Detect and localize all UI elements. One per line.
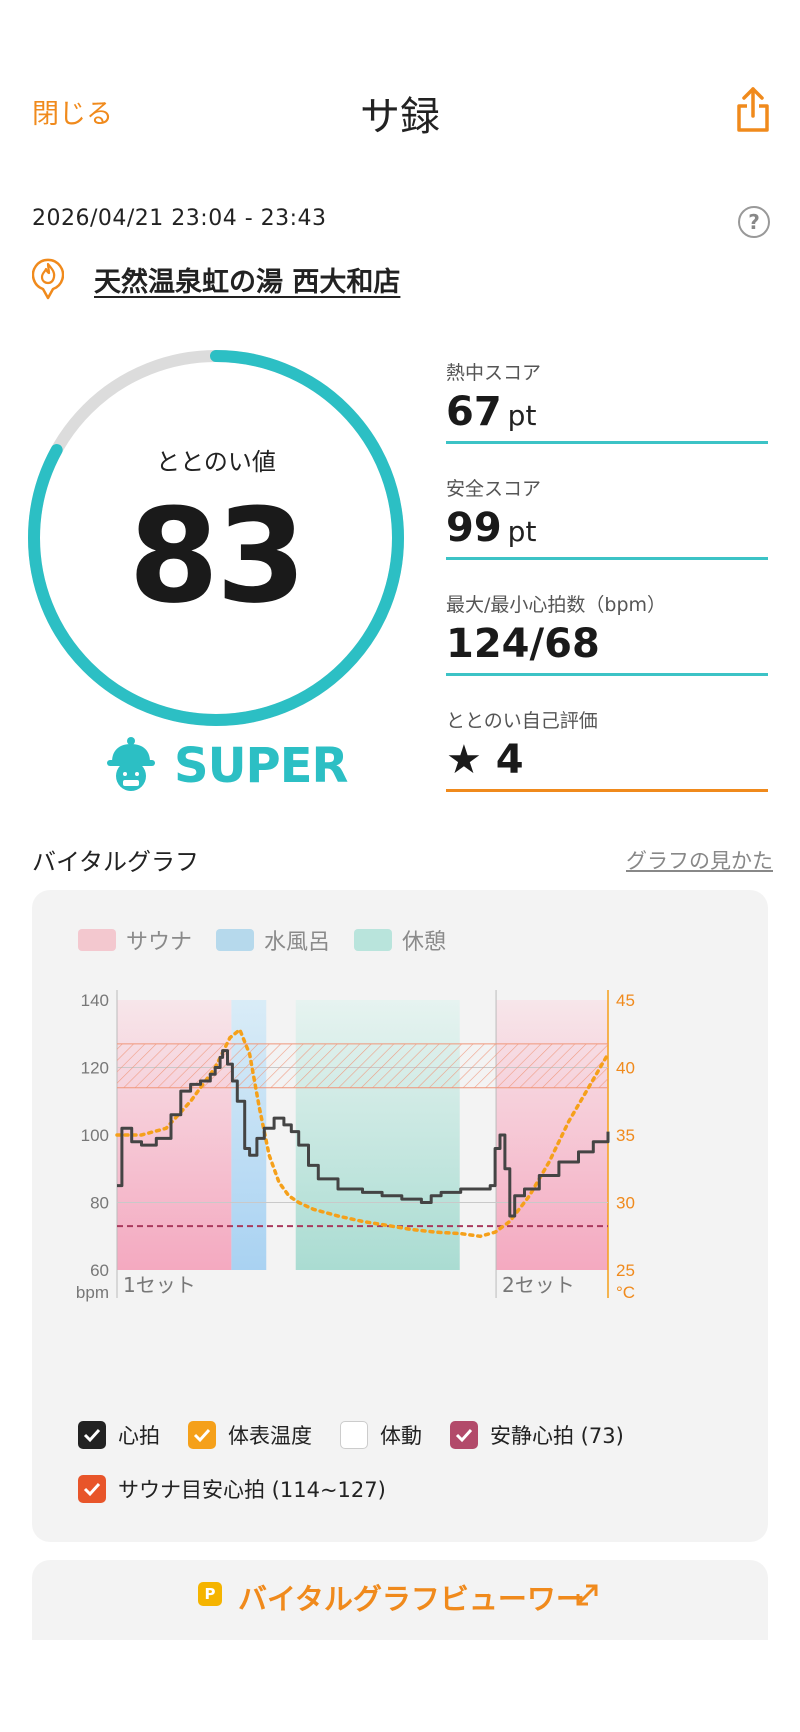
safety-score-stat: 安全スコア 99 pt bbox=[446, 474, 768, 560]
legend-rest: 休憩 bbox=[354, 924, 446, 956]
series-toggles-row1: 心拍 体表温度 体動 安静心拍 (73) bbox=[78, 1420, 624, 1450]
score-label: ととのい値 bbox=[156, 448, 276, 476]
close-button[interactable]: 閉じる bbox=[32, 99, 113, 130]
legend-swatch bbox=[354, 929, 393, 951]
divider bbox=[446, 789, 768, 792]
right-axis-tick: 30 bbox=[616, 1194, 635, 1213]
phase-legend: サウナ 水風呂 休憩 bbox=[78, 924, 446, 956]
totonoi-score-ring bbox=[28, 350, 404, 726]
toggle-body-motion[interactable]: 体動 bbox=[340, 1420, 422, 1450]
expand-icon[interactable] bbox=[574, 1582, 600, 1608]
toggle-label: 体表温度 bbox=[228, 1424, 312, 1448]
session-datetime: 2026/04/21 23:04 - 23:43 bbox=[32, 206, 327, 231]
heat-score-number: 67 bbox=[446, 389, 502, 435]
left-axis-unit: bpm bbox=[76, 1283, 109, 1302]
divider bbox=[446, 673, 768, 676]
totonoi-score-ring-progress bbox=[28, 350, 404, 726]
set-label: 1セット bbox=[123, 1273, 196, 1297]
right-axis-tick: 35 bbox=[616, 1126, 635, 1145]
heart-rate-stat: 最大/最小心拍数（bpm） 124/68 bbox=[446, 590, 768, 676]
left-axis-tick: 140 bbox=[81, 991, 109, 1010]
vital-graph-title: バイタルグラフ bbox=[32, 848, 200, 876]
safety-score-unit: pt bbox=[507, 515, 537, 548]
vital-chart: 140 120 100 80 60 bpm 45 40 35 30 25 °C 1セット 2セット bbox=[76, 990, 635, 1302]
legend-label: 水風呂 bbox=[264, 930, 331, 955]
toggle-label: 体動 bbox=[380, 1424, 422, 1448]
heart-rate-value: 124/68 bbox=[446, 621, 600, 667]
premium-badge-icon: P bbox=[198, 1582, 222, 1606]
score-value: 83 bbox=[128, 480, 307, 632]
facility-name-link[interactable]: 天然温泉虹の湯 西大和店 bbox=[94, 267, 401, 298]
left-axis-tick: 120 bbox=[81, 1059, 109, 1078]
page-title: サ録 bbox=[360, 94, 440, 140]
toggle-skin-temperature[interactable]: 体表温度 bbox=[188, 1420, 312, 1450]
toggle-sauna-target-hr[interactable]: サウナ目安心拍 (114~127) bbox=[78, 1474, 386, 1504]
checkbox-checked[interactable] bbox=[188, 1421, 216, 1449]
heat-score-label: 熱中スコア bbox=[446, 362, 542, 384]
toggle-label: 安静心拍 (73) bbox=[490, 1424, 624, 1448]
left-axis-tick: 60 bbox=[90, 1261, 109, 1280]
phase-band-water bbox=[231, 1000, 267, 1270]
left-axis-tick: 80 bbox=[90, 1194, 109, 1213]
heat-score-value: 67 pt bbox=[446, 389, 768, 435]
legend-sauna: サウナ bbox=[78, 924, 192, 956]
legend-label: サウナ bbox=[126, 930, 193, 955]
heart-rate-line bbox=[117, 1049, 610, 1218]
checkbox-checked[interactable] bbox=[78, 1421, 106, 1449]
safety-score-value: 99 pt bbox=[446, 505, 768, 551]
legend-label: 休憩 bbox=[402, 930, 447, 955]
toggle-heart-rate[interactable]: 心拍 bbox=[78, 1420, 160, 1450]
score-rank: SUPER bbox=[174, 738, 348, 794]
right-axis-unit: °C bbox=[616, 1283, 635, 1302]
safety-score-label: 安全スコア bbox=[446, 478, 542, 500]
graph-guide-link[interactable]: グラフの見かた bbox=[626, 849, 773, 873]
right-axis-tick: 25 bbox=[616, 1261, 635, 1280]
sauna-hat-icon bbox=[107, 737, 155, 791]
legend-swatch bbox=[78, 929, 116, 951]
legend-water-bath: 水風呂 bbox=[216, 924, 330, 956]
right-axis-tick: 45 bbox=[616, 991, 635, 1010]
help-icon[interactable]: ? bbox=[738, 206, 770, 238]
phase-band-sauna bbox=[496, 1000, 608, 1270]
toggle-label: 心拍 bbox=[118, 1424, 160, 1448]
toggle-label: サウナ目安心拍 (114~127) bbox=[118, 1478, 386, 1502]
vital-graph-viewer-label[interactable]: バイタルグラフビューワー bbox=[238, 1582, 585, 1616]
self-rating-stat: ととのい自己評価 ★ 4 bbox=[446, 706, 768, 792]
share-icon[interactable] bbox=[736, 86, 770, 132]
set-label: 2セット bbox=[502, 1273, 575, 1297]
right-axis-tick: 40 bbox=[616, 1059, 635, 1078]
safety-score-number: 99 bbox=[446, 505, 502, 551]
series-toggles-row2: サウナ目安心拍 (114~127) bbox=[78, 1474, 386, 1504]
toggle-resting-hr[interactable]: 安静心拍 (73) bbox=[450, 1420, 624, 1450]
checkbox-checked[interactable] bbox=[78, 1475, 106, 1503]
checkbox-checked[interactable] bbox=[450, 1421, 478, 1449]
heart-rate-label: 最大/最小心拍数（bpm） bbox=[446, 594, 667, 616]
left-axis-tick: 100 bbox=[81, 1126, 109, 1145]
checkbox-unchecked[interactable] bbox=[340, 1421, 368, 1449]
facility-fire-icon bbox=[32, 258, 64, 300]
phase-band-rest bbox=[295, 1000, 460, 1270]
vital-graph-viewer-card[interactable] bbox=[32, 1560, 768, 1640]
heat-score-unit: pt bbox=[507, 399, 537, 432]
self-rating-value: ★ 4 bbox=[446, 737, 524, 783]
self-rating-label: ととのい自己評価 bbox=[446, 710, 598, 732]
divider bbox=[446, 557, 768, 560]
legend-swatch bbox=[216, 929, 255, 951]
sauna-target-hr-band bbox=[117, 1043, 608, 1088]
divider bbox=[446, 441, 768, 444]
heat-score-stat: 熱中スコア 67 pt bbox=[446, 358, 768, 444]
